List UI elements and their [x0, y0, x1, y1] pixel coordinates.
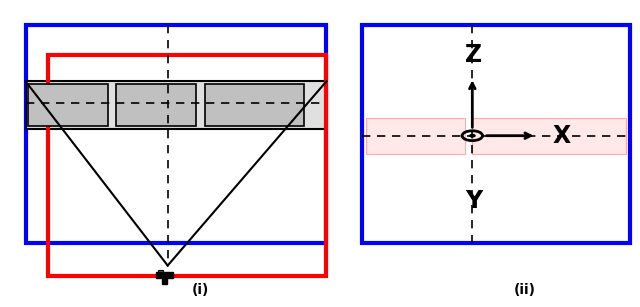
FancyBboxPatch shape — [205, 84, 304, 126]
FancyBboxPatch shape — [156, 272, 173, 278]
Text: (ii): (ii) — [514, 283, 536, 297]
Text: Z: Z — [465, 43, 482, 67]
FancyBboxPatch shape — [472, 118, 626, 154]
FancyBboxPatch shape — [162, 278, 167, 284]
FancyBboxPatch shape — [28, 84, 108, 126]
Text: (i): (i) — [192, 283, 209, 297]
Circle shape — [470, 134, 475, 137]
FancyBboxPatch shape — [26, 81, 326, 129]
FancyBboxPatch shape — [116, 84, 196, 126]
Text: Y: Y — [465, 189, 482, 213]
FancyBboxPatch shape — [158, 270, 163, 272]
FancyBboxPatch shape — [362, 25, 630, 243]
Text: X: X — [552, 124, 571, 148]
FancyBboxPatch shape — [26, 25, 326, 243]
FancyBboxPatch shape — [366, 118, 465, 154]
